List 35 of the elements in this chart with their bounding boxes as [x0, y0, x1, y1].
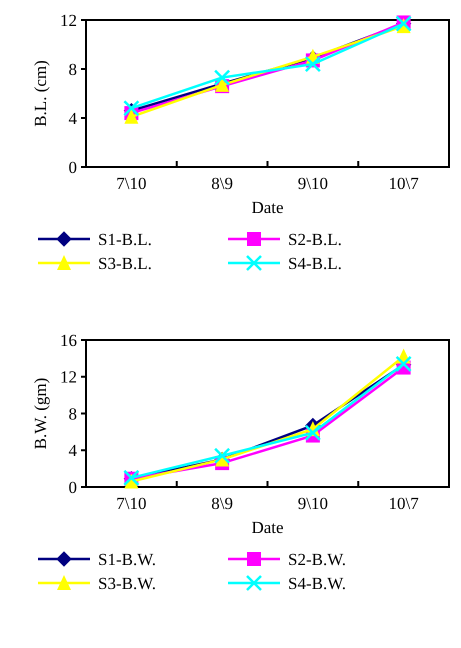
y-tick-label: 0 — [68, 158, 77, 177]
point — [214, 448, 230, 464]
y-tick-label: 4 — [68, 108, 78, 128]
y-axis-title: B.L. (cm) — [31, 60, 50, 127]
legend-label: S3-B.L. — [98, 254, 152, 273]
x-axis-title: Date — [251, 198, 284, 217]
legend-label: S4-B.W. — [288, 574, 346, 593]
legend-label: S1-B.W. — [98, 550, 156, 569]
x-tick-label: 10\7 — [388, 174, 420, 193]
x-axis-title: Date — [251, 518, 284, 537]
y-tick-label: 8 — [68, 60, 77, 79]
legend-label: S2-B.L. — [288, 230, 342, 249]
x-tick-label: 7\10 — [116, 174, 146, 193]
y-tick-label: 12 — [60, 368, 77, 387]
point — [124, 108, 138, 124]
y-axis-title: B.W. (gm) — [31, 378, 50, 450]
x-tick-label: 8\9 — [211, 174, 233, 193]
point — [304, 424, 322, 442]
point — [123, 100, 140, 116]
x-tick-label: 8\9 — [211, 494, 233, 513]
y-tick-label: 16 — [60, 330, 77, 350]
x-tick-label: 9\10 — [298, 494, 328, 513]
legend-label: S4-B.L. — [288, 254, 342, 273]
y-tick-label: 4 — [68, 441, 78, 460]
y-tick-label: 8 — [68, 404, 77, 424]
legend-label: S2-B.W. — [288, 550, 346, 569]
y-tick-label: 12 — [60, 10, 77, 30]
x-tick-label: 9\10 — [298, 174, 328, 193]
x-tick-label: 10\7 — [388, 494, 420, 513]
point — [304, 56, 322, 72]
y-tick-label: 0 — [68, 478, 77, 497]
legend-label: S1-B.L. — [98, 230, 152, 249]
point — [214, 69, 230, 86]
legend-label: S3-B.W. — [98, 574, 156, 593]
x-tick-label: 7\10 — [116, 494, 146, 513]
